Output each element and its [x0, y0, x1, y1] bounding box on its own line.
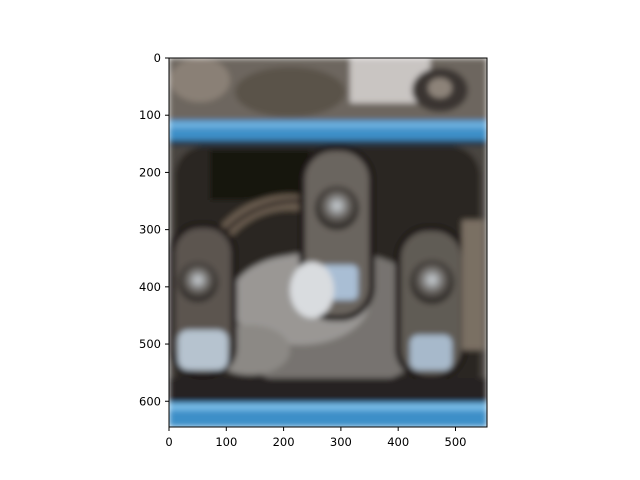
- x-tick-label: 100: [215, 435, 237, 449]
- y-tick-label: 300: [139, 223, 161, 237]
- x-tick-label: 400: [387, 435, 409, 449]
- x-tick-label: 0: [165, 435, 172, 449]
- y-tick-label: 200: [139, 165, 161, 179]
- y-axis: 0 100 200 300 400 500 600: [139, 51, 169, 408]
- y-tick-label: 600: [139, 394, 161, 408]
- x-axis: 0 100 200 300 400 500: [165, 427, 466, 449]
- y-tick-label: 0: [154, 51, 161, 65]
- y-tick-label: 400: [139, 280, 161, 294]
- x-tick-label: 200: [273, 435, 295, 449]
- x-tick-label: 300: [330, 435, 352, 449]
- engine-photo: [169, 58, 487, 427]
- x-tick-label: 500: [445, 435, 467, 449]
- y-tick-label: 500: [139, 337, 161, 351]
- axes-frame: [168, 57, 488, 428]
- y-tick-label: 100: [139, 108, 161, 122]
